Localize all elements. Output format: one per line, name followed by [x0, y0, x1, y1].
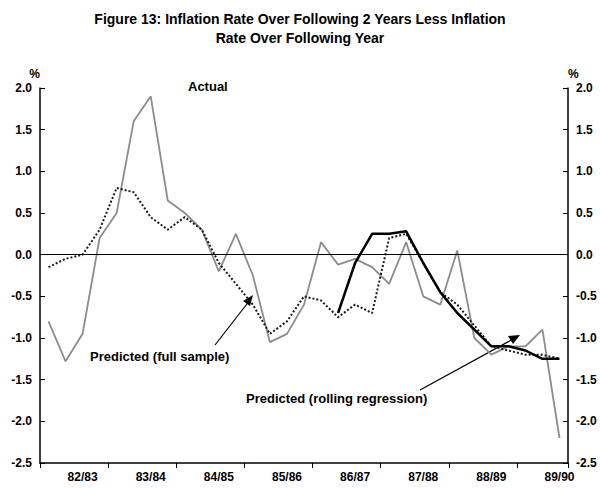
svg-text:-1.0: -1.0	[11, 331, 32, 345]
svg-text:1.5: 1.5	[576, 123, 593, 137]
svg-text:85/86: 85/86	[272, 470, 302, 484]
svg-text:-2.0: -2.0	[11, 414, 32, 428]
svg-text:Predicted (full sample): Predicted (full sample)	[90, 349, 229, 364]
svg-text:-1.5: -1.5	[11, 373, 32, 387]
svg-text:2.0: 2.0	[15, 81, 32, 95]
svg-text:84/85: 84/85	[204, 470, 234, 484]
svg-text:89/90: 89/90	[544, 470, 574, 484]
svg-text:1.5: 1.5	[15, 123, 32, 137]
svg-text:88/89: 88/89	[476, 470, 506, 484]
svg-text:87/88: 87/88	[408, 470, 438, 484]
svg-text:-0.5: -0.5	[576, 289, 597, 303]
svg-text:0.0: 0.0	[576, 248, 593, 262]
svg-text:-2.5: -2.5	[576, 456, 597, 470]
svg-text:1.0: 1.0	[576, 164, 593, 178]
svg-text:83/84: 83/84	[136, 470, 166, 484]
svg-text:Actual: Actual	[188, 79, 228, 94]
svg-text:2.0: 2.0	[576, 81, 593, 95]
svg-text:-2.0: -2.0	[576, 414, 597, 428]
svg-text:1.0: 1.0	[15, 164, 32, 178]
svg-text:82/83: 82/83	[68, 470, 98, 484]
svg-text:-2.5: -2.5	[11, 456, 32, 470]
svg-text:%: %	[568, 67, 579, 81]
svg-text:-1.5: -1.5	[576, 373, 597, 387]
svg-text:Predicted (rolling regression): Predicted (rolling regression)	[246, 391, 427, 406]
svg-text:0.0: 0.0	[15, 248, 32, 262]
svg-text:-0.5: -0.5	[11, 289, 32, 303]
svg-text:86/87: 86/87	[340, 470, 370, 484]
svg-text:Rate Over Following Year: Rate Over Following Year	[216, 30, 385, 46]
svg-text:Figure 13: Inflation Rate Over: Figure 13: Inflation Rate Over Following…	[94, 11, 505, 27]
svg-text:0.5: 0.5	[15, 206, 32, 220]
svg-text:-1.0: -1.0	[576, 331, 597, 345]
svg-text:0.5: 0.5	[576, 206, 593, 220]
svg-text:%: %	[29, 67, 40, 81]
